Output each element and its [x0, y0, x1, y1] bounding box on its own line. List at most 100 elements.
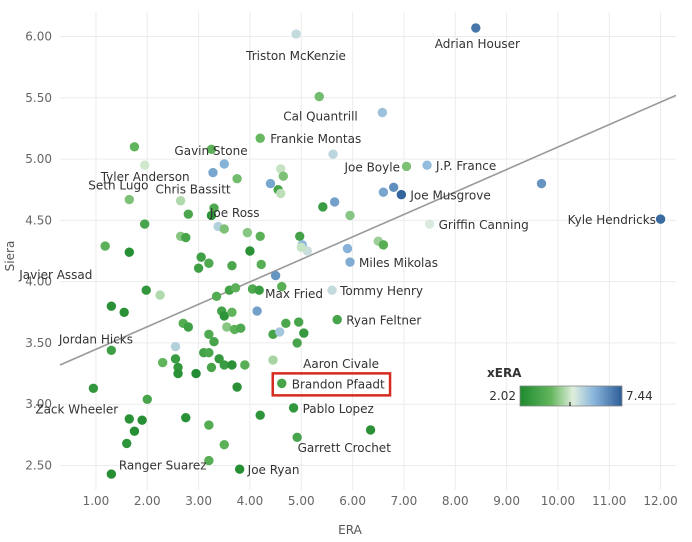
- data-point: [124, 247, 134, 257]
- data-point: [140, 160, 150, 170]
- data-point: [141, 285, 151, 295]
- x-tick-label: 5.00: [288, 494, 315, 508]
- data-point: [140, 219, 150, 229]
- data-point: [193, 263, 204, 273]
- data-point: [170, 341, 181, 352]
- data-point: [232, 382, 242, 392]
- data-point: [655, 214, 666, 224]
- x-tick-label: 3.00: [185, 494, 212, 508]
- x-tick-label: 2.00: [134, 494, 161, 508]
- data-point: [422, 160, 432, 170]
- y-tick-label: 5.00: [25, 152, 52, 166]
- data-point: [296, 242, 306, 253]
- y-tick-label: 4.00: [25, 275, 52, 289]
- data-point: [345, 210, 355, 221]
- data-point: [208, 167, 218, 178]
- data-point: [211, 291, 222, 302]
- data-point: [377, 107, 388, 118]
- data-point: [332, 314, 342, 325]
- highlight-box: [271, 372, 392, 397]
- data-point: [106, 345, 117, 355]
- data-point: [219, 439, 229, 450]
- point-label: Joe Musgrove: [409, 189, 490, 203]
- data-point: [204, 329, 214, 340]
- data-point: [276, 164, 286, 174]
- data-point: [137, 415, 147, 425]
- data-point: [255, 231, 265, 241]
- data-point: [329, 197, 340, 207]
- data-point: [254, 285, 264, 295]
- data-point: [345, 257, 355, 267]
- data-point: [129, 426, 140, 436]
- data-point: [100, 241, 110, 251]
- y-tick-label: 2.50: [25, 458, 52, 472]
- data-point: [157, 357, 168, 368]
- grid-lines: [60, 12, 676, 490]
- legend-min-label: 2.02: [489, 389, 516, 403]
- data-point: [227, 261, 237, 271]
- point-label: Ranger Suarez: [119, 459, 207, 473]
- point-label: Brandon Pfaadt: [292, 377, 385, 391]
- data-point: [191, 368, 201, 379]
- y-tick-label: 3.50: [25, 336, 52, 350]
- data-point: [227, 307, 237, 317]
- point-label: Jordan Hicks: [58, 332, 133, 346]
- data-point: [256, 259, 266, 270]
- data-point: [314, 91, 324, 102]
- data-point: [265, 178, 276, 189]
- x-tick-label: 9.00: [493, 494, 520, 508]
- point-label: Zack Wheeler: [35, 402, 118, 416]
- data-point: [292, 432, 302, 442]
- data-point: [234, 464, 245, 474]
- data-point: [88, 383, 99, 393]
- y-tick-label: 4.50: [25, 213, 52, 227]
- data-point: [245, 246, 255, 256]
- trend-line: [59, 94, 677, 366]
- data-point: [206, 144, 217, 154]
- point-label: Frankie Montas: [270, 132, 361, 146]
- data-point: [142, 394, 152, 405]
- data-point: [219, 159, 229, 169]
- point-label: Adrian Houser: [435, 37, 520, 51]
- point-label: Gavin Stone: [174, 144, 247, 158]
- point-label: Pablo Lopez: [303, 402, 374, 416]
- x-axis-title: ERA: [338, 523, 362, 537]
- data-point: [276, 188, 286, 199]
- data-point: [181, 232, 191, 243]
- point-label: Seth Lugo: [88, 179, 148, 193]
- data-point: [294, 317, 304, 327]
- legend-title: xERA: [487, 366, 522, 380]
- data-point: [170, 354, 181, 364]
- data-point: [292, 338, 302, 348]
- data-point: [122, 438, 132, 449]
- data-point: [183, 322, 194, 332]
- data-point: [342, 243, 353, 254]
- data-point: [204, 348, 214, 358]
- data-point: [106, 469, 117, 479]
- data-point: [277, 378, 287, 389]
- data-point: [401, 161, 412, 172]
- point-label: Aaron Civale: [303, 357, 379, 371]
- data-point: [155, 290, 165, 300]
- data-point: [129, 142, 140, 152]
- data-point: [219, 360, 229, 370]
- y-tick-label: 6.00: [25, 30, 52, 44]
- point-label: Kyle Hendricks: [568, 213, 656, 227]
- x-tick-label: 8.00: [442, 494, 469, 508]
- data-point: [328, 149, 338, 159]
- data-point: [173, 368, 183, 379]
- data-point: [124, 414, 134, 424]
- data-point: [365, 425, 376, 435]
- data-point: [240, 360, 250, 370]
- data-point: [255, 410, 265, 420]
- x-tick-label: 4.00: [237, 494, 264, 508]
- data-point: [270, 270, 281, 281]
- data-point: [268, 355, 278, 365]
- point-label: Max Fried: [265, 287, 323, 301]
- x-tick-label: 12.00: [643, 494, 677, 508]
- data-point: [235, 323, 246, 333]
- data-point: [277, 281, 287, 292]
- legend-gradient-bar: [519, 385, 623, 407]
- point-label: Ryan Feltner: [346, 314, 421, 328]
